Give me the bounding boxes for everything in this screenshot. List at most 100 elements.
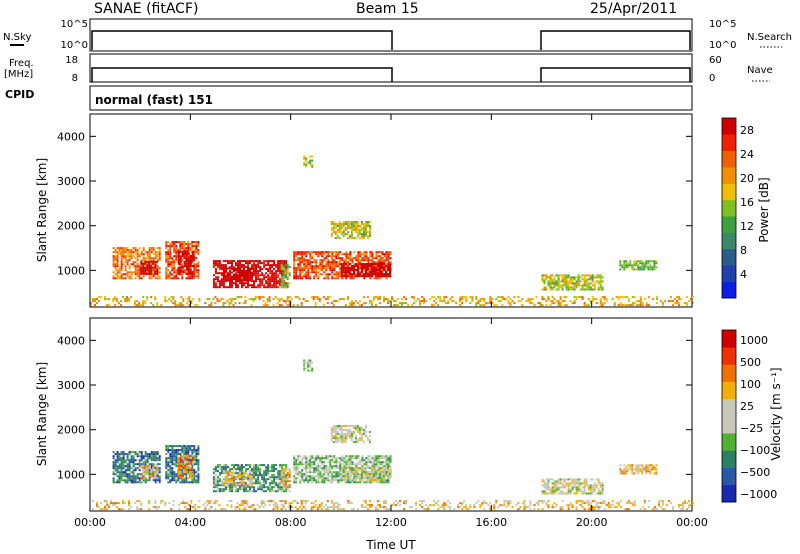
- range-gate-cell: [116, 451, 119, 454]
- range-gate-cell: [303, 457, 306, 460]
- range-gate-cell: [191, 462, 194, 465]
- range-gate-cell: [193, 259, 196, 262]
- range-gate-cell: [385, 298, 387, 301]
- range-gate-cell: [300, 500, 303, 503]
- range-gate-cell: [167, 447, 170, 450]
- range-gate-cell: [293, 257, 296, 260]
- range-gate-cell: [191, 465, 194, 468]
- range-gate-cell: [228, 500, 231, 503]
- range-gate-cell: [345, 459, 348, 462]
- range-gate-cell: [360, 467, 363, 469]
- range-gate-cell: [214, 486, 217, 489]
- range-gate-cell: [365, 465, 368, 468]
- range-gate-cell: [334, 429, 337, 431]
- range-gate-cell: [273, 464, 276, 467]
- range-gate-cell: [342, 437, 345, 440]
- range-gate-cell: [183, 249, 186, 252]
- range-gate-cell: [309, 263, 312, 266]
- range-gate-cell: [214, 508, 217, 511]
- range-gate-cell: [271, 270, 274, 273]
- range-gate-cell: [271, 274, 274, 277]
- range-gate-cell: [649, 266, 652, 269]
- range-gate-cell: [559, 280, 562, 283]
- range-gate-cell: [337, 271, 340, 274]
- range-gate-cell: [387, 273, 389, 275]
- range-gate-cell: [189, 270, 192, 273]
- range-gate-cell: [565, 282, 568, 285]
- range-gate-cell: [255, 268, 257, 271]
- range-gate-cell: [641, 268, 644, 271]
- range-gate-cell: [156, 464, 159, 467]
- range-gate-cell: [175, 453, 178, 456]
- range-gate-cell: [181, 247, 184, 250]
- range-gate-cell: [331, 477, 334, 480]
- range-gate-cell: [325, 269, 328, 272]
- range-gate-cell: [295, 473, 298, 476]
- range-gate-cell: [551, 278, 554, 281]
- range-gate-cell: [569, 282, 572, 285]
- range-gate-cell: [148, 260, 151, 263]
- range-gate-cell: [370, 300, 373, 303]
- range-gate-cell: [104, 508, 106, 511]
- range-gate-cell: [150, 455, 153, 458]
- range-gate-cell: [220, 468, 223, 471]
- range-gate-cell: [437, 504, 440, 507]
- range-gate-cell: [352, 227, 355, 229]
- range-gate-cell: [140, 504, 143, 507]
- range-gate-cell: [152, 468, 155, 471]
- range-gate-cell: [169, 473, 172, 476]
- range-gate-cell: [366, 437, 369, 440]
- range-gate-cell: [253, 476, 255, 479]
- range-gate-cell: [348, 223, 351, 225]
- range-gate-cell: [253, 488, 255, 491]
- range-gate-cell: [273, 476, 276, 479]
- range-gate-cell: [317, 455, 320, 458]
- range-gate-cell: [130, 477, 133, 480]
- range-gate-cell: [231, 284, 233, 287]
- range-gate-cell: [325, 273, 328, 276]
- range-gate-cell: [271, 286, 274, 289]
- range-gate-cell: [144, 463, 147, 466]
- range-gate-cell: [191, 451, 194, 454]
- range-gate-cell: [138, 271, 141, 274]
- range-gate-cell: [355, 259, 358, 262]
- range-gate-cell: [352, 265, 355, 267]
- range-gate-cell: [543, 274, 546, 277]
- range-gate-cell: [339, 271, 342, 274]
- range-gate-cell: [169, 261, 172, 264]
- range-gate-cell: [144, 476, 147, 479]
- range-gate-cell: [297, 467, 300, 470]
- range-gate-cell: [175, 457, 178, 460]
- range-gate-cell: [254, 296, 257, 299]
- range-gate-cell: [309, 259, 312, 262]
- range-gate-cell: [357, 461, 360, 464]
- range-gate-cell: [375, 481, 378, 484]
- range-gate-cell: [342, 263, 345, 265]
- range-gate-cell: [299, 269, 302, 272]
- range-gate-cell: [177, 474, 180, 477]
- range-gate-cell: [346, 435, 349, 438]
- range-gate-cell: [339, 479, 342, 482]
- range-gate-cell: [383, 269, 385, 271]
- range-gate-cell: [150, 468, 153, 471]
- range-gate-cell: [335, 475, 338, 478]
- range-gate-cell: [140, 464, 143, 467]
- range-gate-cell: [389, 455, 392, 458]
- range-gate-cell: [116, 465, 119, 468]
- range-gate-cell: [437, 500, 440, 503]
- range-gate-cell: [179, 481, 182, 484]
- range-gate-cell: [369, 269, 372, 272]
- range-gate-cell: [332, 429, 335, 431]
- nsky-panel: N.Sky 10^5 10^0 10^5 10^0 N.Search: [3, 18, 792, 52]
- range-gate-cell: [333, 267, 336, 270]
- range-gate-cell: [122, 263, 125, 266]
- range-gate-cell: [118, 269, 121, 272]
- range-gate-cell: [185, 271, 188, 274]
- range-gate-cell: [112, 277, 115, 280]
- range-gate-cell: [377, 475, 379, 477]
- range-gate-cell: [165, 259, 168, 262]
- range-gate-cell: [358, 431, 361, 433]
- range-gate-cell: [311, 481, 314, 484]
- range-gate-cell: [365, 457, 368, 460]
- range-gate-cell: [214, 502, 217, 505]
